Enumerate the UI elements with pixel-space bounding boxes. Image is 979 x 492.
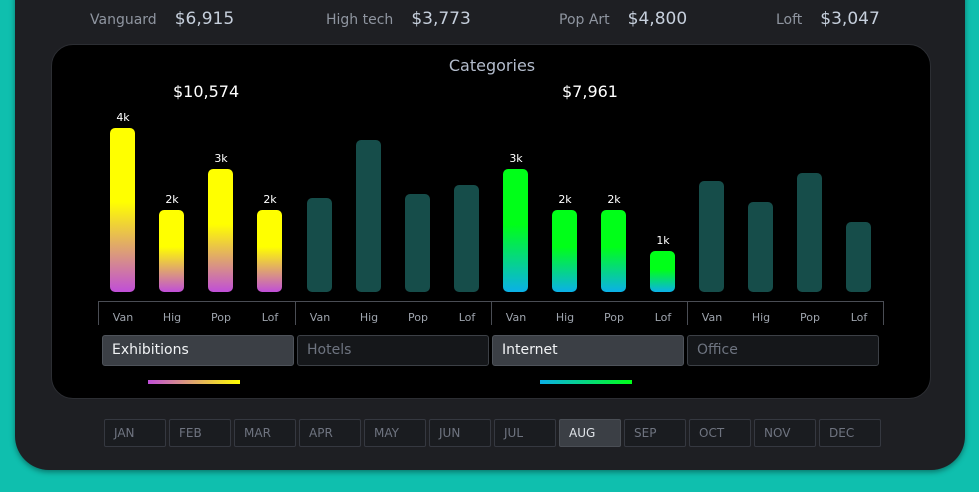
summary-label: High tech — [326, 12, 394, 28]
month-jun[interactable]: JUN — [429, 419, 491, 447]
bar-value-label: 3k — [509, 152, 523, 165]
bar-exhibitions-pop — [208, 169, 233, 292]
bar-internet-pop — [601, 210, 626, 292]
bar-value-label: 2k — [558, 193, 572, 206]
bar-hotels-van — [307, 197, 332, 292]
category-tab-hotels[interactable]: Hotels — [297, 335, 489, 366]
category-tab-exhibitions[interactable]: Exhibitions — [102, 335, 294, 366]
month-oct[interactable]: OCT — [689, 419, 751, 447]
bar-internet-lof — [650, 251, 675, 292]
group-divider — [491, 301, 492, 325]
month-may[interactable]: MAY — [364, 419, 426, 447]
x-tick-label: Van — [112, 311, 134, 324]
bar-office-van — [699, 181, 724, 292]
x-tick-label: Pop — [408, 311, 428, 324]
x-tick-label: Pop — [604, 311, 624, 324]
bar-exhibitions-hig — [159, 210, 184, 292]
bar-exhibitions-lof — [257, 210, 282, 292]
x-tick-label: Van — [309, 311, 331, 324]
month-jul[interactable]: JUL — [494, 419, 556, 447]
summary-value: $3,047 — [820, 9, 880, 29]
month-aug[interactable]: AUG — [559, 419, 621, 447]
group-divider — [295, 301, 296, 325]
x-tick-label: Hig — [359, 311, 379, 324]
summary-loft: Loft $3,047 — [776, 9, 880, 29]
x-tick-label: Lof — [458, 311, 476, 324]
month-jan[interactable]: JAN — [104, 419, 166, 447]
x-tick-label: Van — [701, 311, 723, 324]
x-tick-label: Van — [505, 311, 527, 324]
month-nov[interactable]: NOV — [754, 419, 816, 447]
exhibitions-legend-strip — [148, 380, 240, 384]
x-tick-label: Lof — [850, 311, 868, 324]
month-feb[interactable]: FEB — [169, 419, 231, 447]
x-tick-label: Pop — [800, 311, 820, 324]
summary-label: Pop Art — [559, 12, 610, 28]
month-sep[interactable]: SEP — [624, 419, 686, 447]
summary-row: Vanguard $6,915 High tech $3,773 Pop Art… — [0, 0, 979, 40]
summary-value: $4,800 — [627, 9, 688, 29]
x-tick-label: Hig — [751, 311, 771, 324]
group-divider — [687, 301, 688, 325]
category-tab-office[interactable]: Office — [687, 335, 879, 366]
group-divider — [98, 301, 99, 325]
bar-hotels-lof — [454, 185, 479, 292]
x-tick-label: Hig — [162, 311, 182, 324]
bar-office-lof — [846, 222, 871, 292]
month-dec[interactable]: DEC — [819, 419, 881, 447]
panel-title: Categories — [448, 56, 536, 75]
exhibitions-total: $10,574 — [173, 82, 240, 101]
bar-hotels-pop — [405, 193, 430, 292]
summary-pop-art: Pop Art $4,800 — [559, 9, 687, 29]
bar-internet-hig — [552, 210, 577, 292]
summary-value: $6,915 — [174, 9, 235, 29]
x-tick-label: Pop — [211, 311, 231, 324]
bar-office-pop — [797, 173, 822, 292]
bar-value-label: 1k — [656, 234, 670, 247]
bar-value-label: 2k — [263, 193, 277, 206]
bar-exhibitions-van — [110, 128, 135, 292]
bar-value-label: 3k — [214, 152, 228, 165]
x-tick-label: Lof — [261, 311, 279, 324]
bar-office-hig — [748, 201, 773, 292]
x-tick-label: Lof — [654, 311, 672, 324]
categories-panel: Categories $10,574 $7,961 4k Van 2k Hig 3k Po… — [51, 44, 931, 399]
summary-label: Loft — [776, 12, 803, 28]
category-tab-internet[interactable]: Internet — [492, 335, 684, 366]
internet-total: $7,961 — [562, 82, 618, 101]
bar-value-label: 2k — [165, 193, 179, 206]
bar-internet-van — [503, 169, 528, 292]
summary-high-tech: High tech $3,773 — [326, 9, 471, 29]
summary-vanguard: Vanguard $6,915 — [90, 9, 234, 29]
bar-value-label: 2k — [607, 193, 621, 206]
month-apr[interactable]: APR — [299, 419, 361, 447]
month-mar[interactable]: MAR — [234, 419, 296, 447]
internet-legend-strip — [540, 380, 632, 384]
bar-hotels-hig — [356, 140, 381, 292]
x-tick-label: Hig — [555, 311, 575, 324]
summary-label: Vanguard — [90, 12, 157, 28]
summary-value: $3,773 — [411, 9, 471, 29]
group-divider — [883, 301, 884, 325]
bar-value-label: 4k — [116, 111, 130, 124]
